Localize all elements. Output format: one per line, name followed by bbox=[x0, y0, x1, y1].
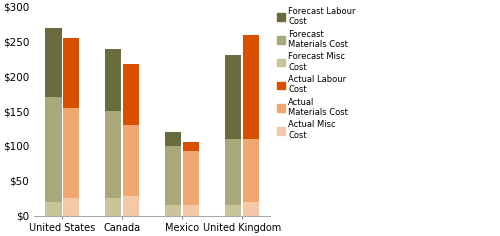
Bar bbox=[242, 35, 260, 139]
Bar bbox=[164, 146, 182, 205]
Bar bbox=[62, 108, 80, 198]
Bar bbox=[44, 97, 62, 202]
Bar bbox=[104, 49, 122, 111]
Bar bbox=[104, 111, 122, 198]
Bar bbox=[44, 202, 62, 215]
Bar bbox=[224, 55, 242, 139]
Bar bbox=[242, 202, 260, 215]
Bar bbox=[122, 196, 140, 215]
Bar bbox=[224, 139, 242, 205]
Bar bbox=[224, 205, 242, 215]
Bar bbox=[44, 28, 62, 97]
Bar bbox=[242, 139, 260, 202]
Bar bbox=[182, 205, 200, 215]
Legend: Forecast Labour
Cost, Forecast
Materials Cost, Forecast Misc
Cost, Actual Labour: Forecast Labour Cost, Forecast Materials… bbox=[276, 7, 355, 140]
Bar bbox=[62, 38, 80, 108]
Bar bbox=[122, 125, 140, 196]
Bar bbox=[122, 64, 140, 125]
Bar bbox=[182, 142, 200, 151]
Bar bbox=[164, 132, 182, 146]
Bar bbox=[62, 198, 80, 215]
Bar bbox=[182, 151, 200, 205]
Bar bbox=[104, 198, 122, 215]
Bar bbox=[164, 205, 182, 215]
